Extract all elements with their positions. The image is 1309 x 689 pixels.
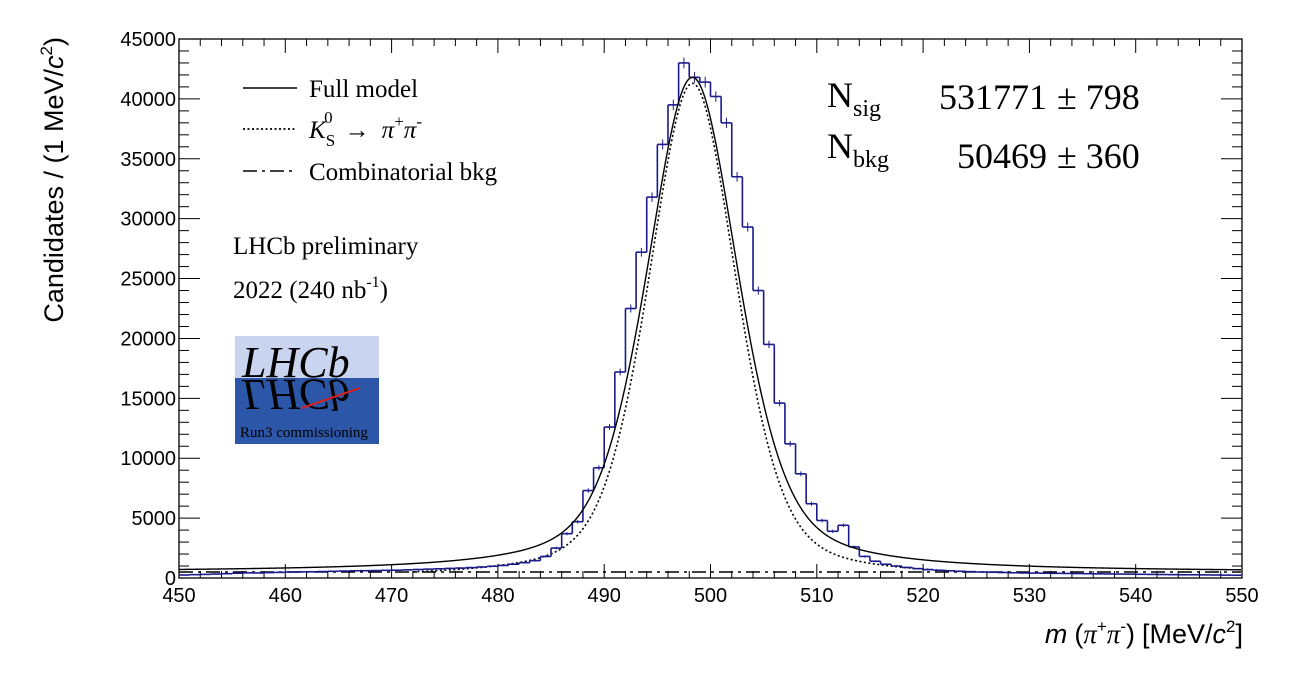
y-tick-label: 10000 [120,448,176,470]
histogram [179,57,1242,577]
x-tick-label: 540 [1119,585,1152,607]
x-tick-labels: 450 460 470 480 490 500 510 520 530 540 550 [162,585,1258,607]
y-tick-label: 45000 [120,29,176,51]
x-tick-label: 550 [1225,585,1258,607]
y-tick-label: 0 [165,568,176,590]
logo-top-panel [235,336,379,378]
legend-signal-label: KS0 → π+π- [308,108,422,150]
legend-full-label: Full model [309,76,418,103]
y-tick-label: 5000 [132,508,177,530]
logo-streak [301,387,361,409]
y-tick-label: 20000 [120,328,176,350]
logo-text: LHCb [241,338,350,387]
experiment-label: LHCb preliminary [233,233,419,260]
y-tick-label: 35000 [120,149,176,171]
axis-ticks [178,38,1243,579]
y-tick-label: 15000 [120,388,176,410]
x-axis-label: m (π+π-) [MeV/c2] [1045,617,1243,649]
n-sig-value: 531771 [939,77,1047,117]
y-tick-label: 25000 [120,269,176,291]
signal-curve [412,82,965,573]
x-tick-label: 470 [375,585,408,607]
yield-box: Nsig 531771 ± 798 Nbkg 50469 ± 360 [827,75,1140,176]
legend-bkg-label: Combinatorial bkg [309,159,498,186]
x-tick-label: 530 [1013,585,1046,607]
n-sig-error: ± 798 [1057,77,1140,117]
x-tick-label: 520 [906,585,939,607]
x-tick-label: 510 [800,585,833,607]
n-bkg-error: ± 360 [1057,136,1140,176]
x-tick-label: 500 [694,585,727,607]
x-tick-label: 460 [269,585,302,607]
legend: Full model KS0 → π+π- Combinatorial bkg [243,76,498,186]
y-tick-label: 30000 [120,209,176,231]
full-model-curve [178,76,1241,571]
lumi-label: 2022 (240 nb-1) [233,274,388,304]
y-tick-label: 40000 [120,89,176,111]
y-axis-label: Candidates / (1 MeV/c2) [37,37,69,323]
x-tick-label: 490 [588,585,621,607]
n-bkg-symbol: Nbkg [827,126,889,173]
n-bkg-value: 50469 [957,136,1047,176]
logo-caption: Run3 commissioning [240,425,368,441]
y-tick-labels: 0 5000 10000 15000 20000 25000 30000 35000 40000… [120,29,176,590]
x-tick-label: 480 [481,585,514,607]
logo-reflection: LHCb [241,370,350,419]
lhcb-logo: LHCb LHCb Run3 commissioning [235,336,379,444]
x-tick-label: 450 [162,585,195,607]
n-sig-symbol: Nsig [827,75,881,122]
